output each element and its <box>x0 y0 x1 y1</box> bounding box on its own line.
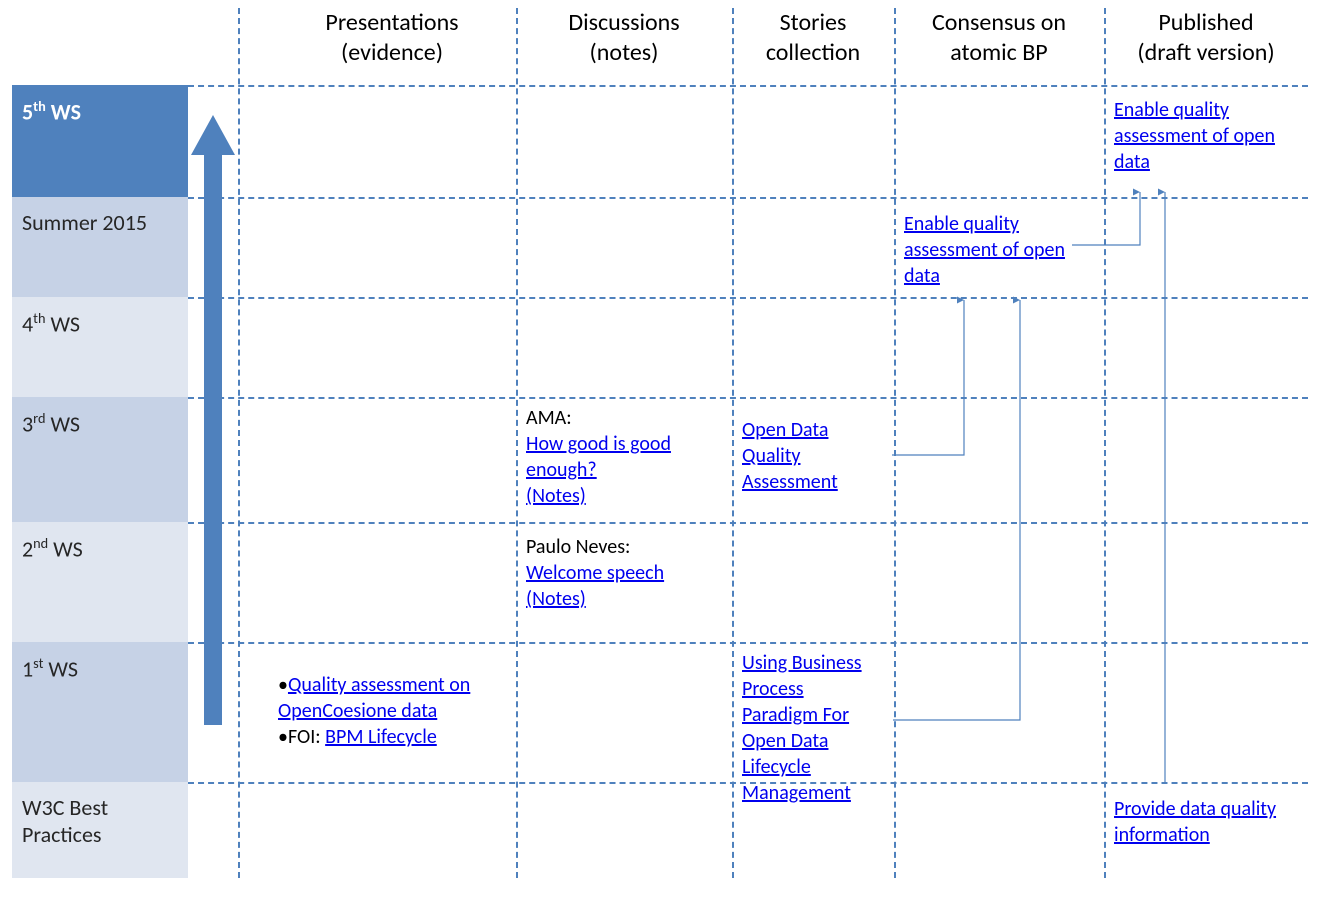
link-ws1-pres-1[interactable]: BPM Lifecycle <box>325 725 437 749</box>
col-header-stories: Storiescollection <box>732 8 894 68</box>
col-header-line2: (draft version) <box>1104 38 1308 68</box>
col-header-line1: Discussions <box>516 8 732 38</box>
link-ws3-disc[interactable]: How good is good enough? <box>526 432 671 482</box>
col-header-line2: (notes) <box>516 38 732 68</box>
ws3-disc-prefix: AMA: <box>526 406 572 430</box>
grid-vline <box>1104 8 1106 878</box>
col-header-presentations: Presentations(evidence) <box>268 8 516 68</box>
grid-hline <box>188 297 1308 299</box>
grid-hline <box>188 642 1308 644</box>
cell-summer_consensus: Enable quality assessment of open data <box>904 211 1094 289</box>
col-header-line2: atomic BP <box>894 38 1104 68</box>
grid-hline <box>188 397 1308 399</box>
col-header-consensus: Consensus onatomic BP <box>894 8 1104 68</box>
col-header-line2: (evidence) <box>268 38 516 68</box>
cell-ws2_discussions: Paulo Neves:Welcome speech(Notes) <box>526 534 722 612</box>
col-header-line1: Stories <box>732 8 894 38</box>
timeline-arrow-shaft <box>204 151 222 725</box>
row-label-ws5: 5th WS <box>12 89 184 133</box>
grid-vline <box>894 8 896 878</box>
grid-vline <box>238 8 240 878</box>
ws2-disc-prefix: Paulo Neves: <box>526 535 630 559</box>
timeline-arrow-head <box>191 115 235 155</box>
cell-ws3_stories: Open Data Quality Assessment <box>742 417 884 495</box>
col-header-line1: Presentations <box>268 8 516 38</box>
link-ws1-stories[interactable]: Using Business Process Paradigm For Open… <box>742 651 862 805</box>
col-header-line2: collection <box>732 38 894 68</box>
row-label-summer: Summer 2015 <box>12 201 184 244</box>
cell-w3c_published: Provide data quality information <box>1114 796 1298 848</box>
row-label-ws4: 4th WS <box>12 301 184 345</box>
cell-ws1_presentations: •Quality assessment on OpenCoesione data… <box>278 672 506 750</box>
cell-ws1_stories: Using Business Process Paradigm For Open… <box>742 650 884 806</box>
grid-hline <box>188 197 1308 199</box>
row-label-ws1: 1st WS <box>12 646 184 690</box>
link-ws3-stories[interactable]: Open Data Quality Assessment <box>742 418 838 494</box>
cell-ws3_discussions: AMA:How good is good enough?(Notes) <box>526 405 722 509</box>
row-label-ws2: 2nd WS <box>12 526 184 570</box>
col-header-line1: Published <box>1104 8 1308 38</box>
row-label-ws3: 3rd WS <box>12 401 184 445</box>
ws1-pres-bullet: •FOI: BPM Lifecycle <box>278 724 506 750</box>
grid-vline <box>732 8 734 878</box>
link-ws3-disc-notes[interactable]: (Notes) <box>526 484 586 508</box>
grid-vline <box>516 8 518 878</box>
ws1-pres-bullet: •Quality assessment on OpenCoesione data <box>278 672 506 724</box>
row-label-w3c: W3C Best Practices <box>12 786 184 856</box>
link-w3c-published[interactable]: Provide data quality information <box>1114 797 1276 847</box>
col-header-line1: Consensus on <box>894 8 1104 38</box>
link-ws2-disc[interactable]: Welcome speech <box>526 561 664 585</box>
grid-hline <box>188 522 1308 524</box>
cell-ws5_published: Enable quality assessment of open data <box>1114 97 1298 175</box>
link-ws5-published[interactable]: Enable quality assessment of open data <box>1114 98 1275 174</box>
col-header-published: Published(draft version) <box>1104 8 1308 68</box>
link-ws1-pres-0[interactable]: Quality assessment on OpenCoesione data <box>278 673 470 723</box>
ws1-pres-prefix: FOI: <box>288 725 325 749</box>
col-header-discussions: Discussions(notes) <box>516 8 732 68</box>
link-ws2-disc-notes[interactable]: (Notes) <box>526 587 586 611</box>
link-summer-consensus[interactable]: Enable quality assessment of open data <box>904 212 1065 288</box>
grid-hline <box>188 85 1308 87</box>
